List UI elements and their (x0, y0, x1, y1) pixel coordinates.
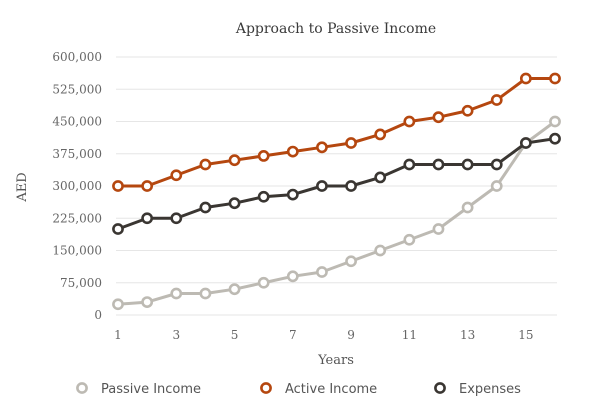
y-tick-label: 0 (94, 308, 102, 322)
data-point (112, 180, 124, 192)
x-tick-label: 15 (518, 328, 533, 342)
y-tick-label: 225,000 (52, 211, 102, 225)
data-point (228, 283, 241, 296)
data-point (432, 158, 445, 171)
data-point (199, 287, 212, 300)
legend-item: Active Income (260, 382, 377, 397)
x-tick-label: 1 (114, 328, 122, 342)
data-point (432, 111, 445, 124)
x-tick-label: 5 (231, 328, 239, 342)
data-point (228, 154, 241, 167)
legend-item: Expenses (434, 382, 521, 397)
x-tick-label: 11 (402, 328, 417, 342)
legend-marker (434, 382, 446, 394)
data-point (374, 244, 387, 257)
data-point (490, 158, 503, 171)
legend-marker (260, 382, 272, 394)
data-point (461, 158, 474, 171)
data-point (461, 104, 474, 117)
legend-marker (76, 382, 88, 394)
y-axis-ticks: 0 75,000 150,000 225,000 300,000 375,000 450,0… (52, 50, 102, 322)
data-point (199, 158, 212, 171)
data-point (549, 115, 561, 128)
data-point (490, 94, 503, 106)
data-point (403, 158, 416, 171)
y-axis-label: AED (15, 172, 30, 202)
data-point (490, 180, 503, 192)
data-point (170, 169, 183, 182)
data-point (286, 188, 299, 201)
data-point (403, 233, 416, 246)
y-tick-label: 600,000 (52, 50, 102, 64)
data-point (141, 296, 154, 308)
data-point (199, 201, 212, 214)
data-point (432, 223, 445, 235)
data-point (112, 298, 124, 311)
data-point (112, 223, 124, 235)
data-point (228, 197, 241, 210)
data-point (461, 201, 474, 214)
y-tick-label: 300,000 (52, 179, 102, 193)
data-point (316, 266, 328, 278)
legend-label: Active Income (285, 382, 377, 397)
data-point (519, 137, 532, 149)
data-point (403, 115, 416, 128)
series-passive-income (112, 115, 561, 311)
y-tick-label: 525,000 (52, 82, 102, 96)
data-point (141, 212, 154, 225)
x-tick-label: 3 (172, 328, 180, 342)
data-point (345, 255, 357, 268)
series-line (117, 120, 556, 306)
legend-item: Passive Income (76, 382, 201, 397)
series-expenses (112, 132, 561, 235)
legend-label: Passive Income (101, 382, 201, 397)
chart-title: Approach to Passive Income (235, 21, 436, 37)
x-axis-label: Years (317, 353, 354, 368)
data-point (345, 137, 357, 149)
y-tick-label: 450,000 (52, 115, 102, 129)
data-point (286, 270, 299, 283)
x-axis-ticks: 1 3 5 7 9 11 13 15 (114, 328, 533, 342)
x-tick-label: 7 (289, 328, 297, 342)
series-line (117, 137, 556, 231)
data-point (549, 72, 561, 85)
data-point (345, 180, 357, 192)
data-point (374, 171, 387, 184)
data-point (549, 132, 561, 145)
data-point (316, 180, 328, 192)
y-tick-label: 375,000 (52, 147, 102, 161)
y-tick-label: 75,000 (60, 276, 102, 290)
legend: Passive Income Active Income Expenses (76, 382, 521, 397)
data-point (170, 287, 183, 300)
x-tick-label: 9 (347, 328, 355, 342)
x-tick-label: 13 (460, 328, 475, 342)
data-point (257, 276, 270, 289)
data-point (170, 212, 183, 225)
data-point (374, 128, 387, 141)
series-active-income (112, 72, 561, 192)
series-line (118, 77, 555, 188)
data-point (141, 180, 154, 192)
legend-label: Expenses (459, 382, 521, 397)
data-point (316, 141, 328, 154)
data-point (257, 149, 270, 162)
y-tick-label: 150,000 (52, 244, 102, 258)
data-point (257, 190, 270, 203)
data-point (519, 72, 532, 85)
data-point (286, 145, 299, 158)
series-lines (112, 72, 561, 311)
